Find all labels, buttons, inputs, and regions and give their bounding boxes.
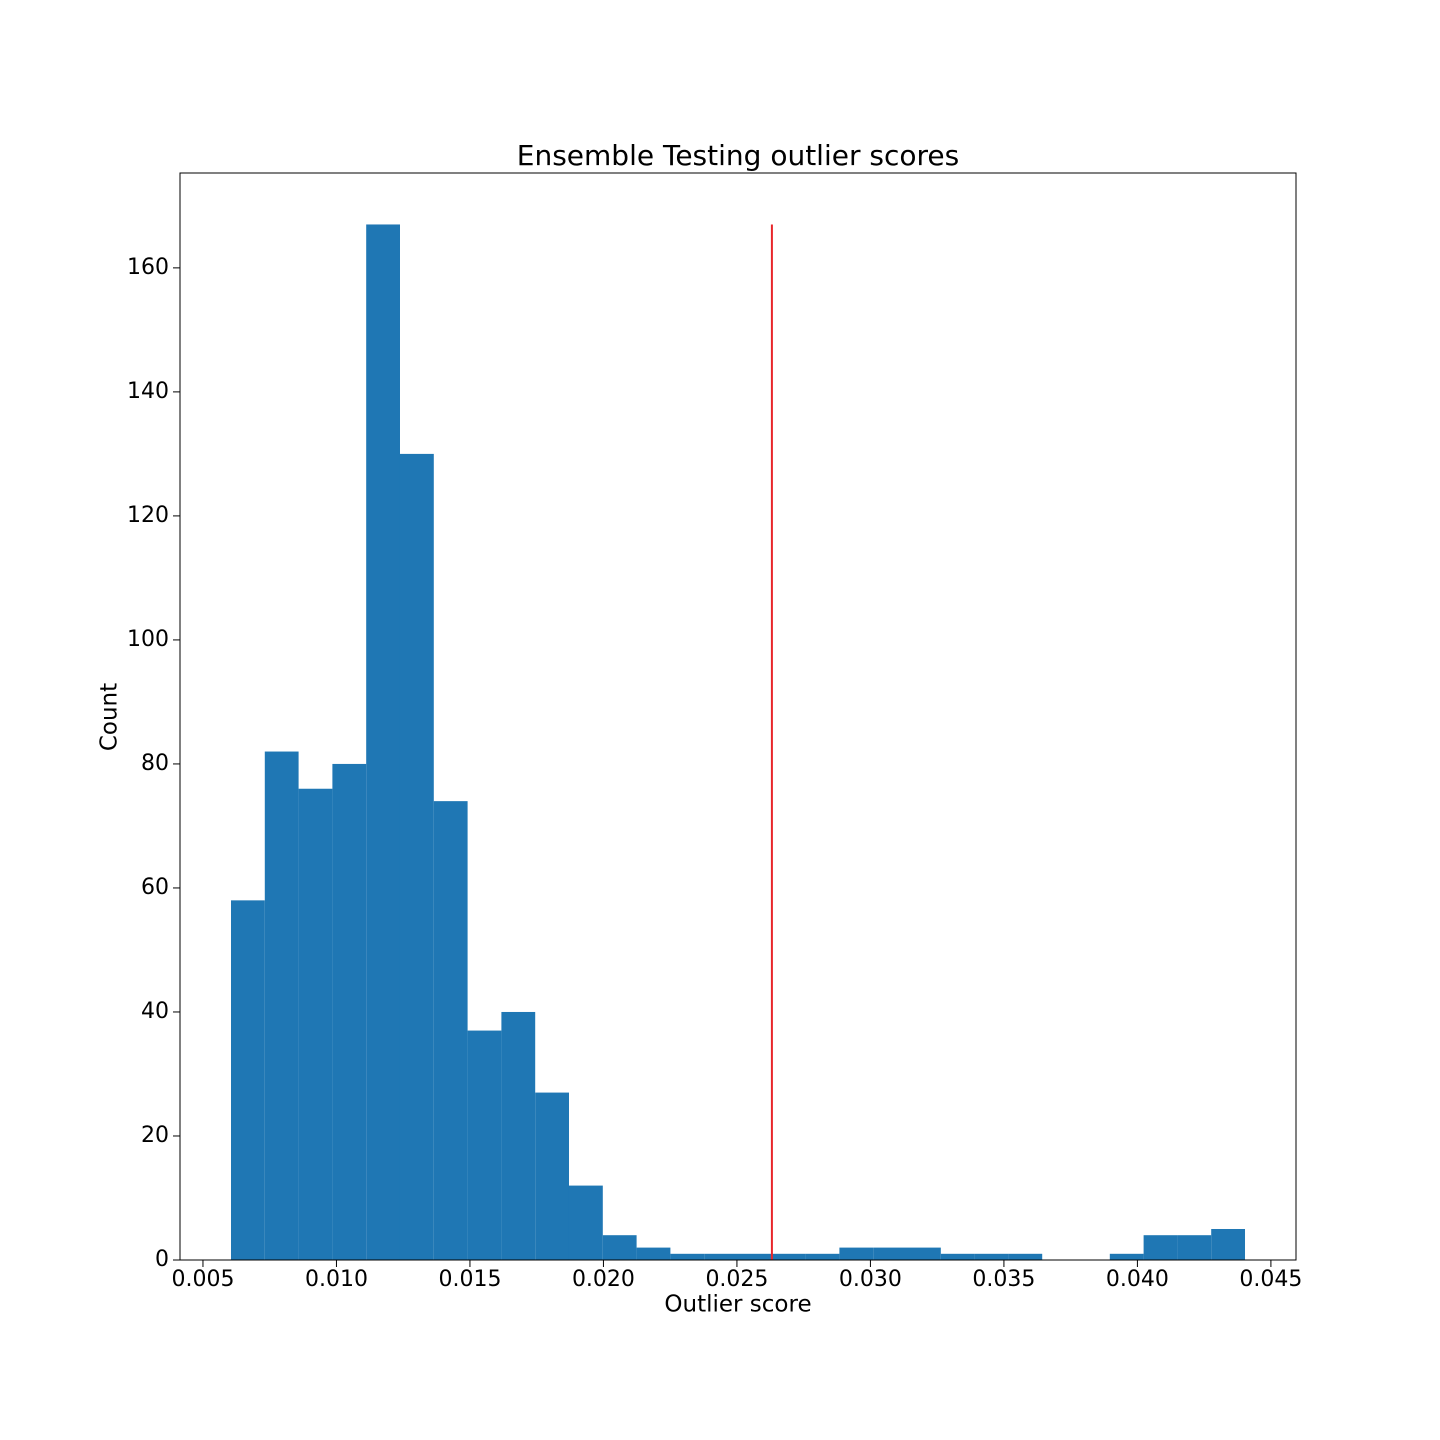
x-tick-label: 0.020 — [572, 1267, 635, 1292]
y-tick-label: 160 — [127, 255, 169, 280]
bar — [670, 1253, 705, 1260]
x-tick-label: 0.040 — [1106, 1267, 1169, 1292]
x-tick-label: 0.010 — [305, 1267, 368, 1292]
x-tick-label: 0.015 — [438, 1267, 501, 1292]
bar — [298, 788, 333, 1260]
bar — [433, 801, 468, 1260]
bar — [332, 763, 367, 1260]
bar — [1211, 1228, 1246, 1260]
bar — [636, 1247, 671, 1260]
bar — [805, 1253, 840, 1260]
bar — [1177, 1235, 1212, 1260]
bar — [602, 1235, 637, 1260]
bar — [366, 224, 400, 1260]
bar — [399, 453, 434, 1260]
x-tick-label: 0.045 — [1239, 1267, 1302, 1292]
bar — [873, 1247, 908, 1260]
x-tick-label: 0.035 — [972, 1267, 1035, 1292]
y-axis-label: Count — [97, 683, 123, 751]
bar — [264, 751, 299, 1260]
chart-title: Ensemble Testing outlier scores — [517, 139, 959, 172]
bar — [974, 1253, 1009, 1260]
plot-frame — [179, 172, 1297, 1261]
bar — [704, 1253, 738, 1260]
bar — [501, 1011, 536, 1260]
bar — [771, 1253, 806, 1260]
bar — [1008, 1253, 1043, 1260]
y-tick-label: 120 — [127, 503, 169, 528]
y-tick-label: 60 — [141, 875, 169, 900]
bar — [1109, 1253, 1144, 1260]
bar — [940, 1253, 975, 1260]
y-tick-label: 20 — [141, 1123, 169, 1148]
x-tick-label: 0.005 — [171, 1267, 234, 1292]
y-tick-label: 0 — [155, 1247, 169, 1272]
x-axis-label: Outlier score — [664, 1292, 811, 1318]
y-tick-label: 40 — [141, 999, 169, 1024]
bar — [1143, 1235, 1178, 1260]
bar — [535, 1092, 569, 1260]
x-tick-label: 0.025 — [705, 1267, 768, 1292]
bar — [230, 900, 265, 1260]
y-tick-label: 140 — [127, 379, 169, 404]
bar — [467, 1030, 502, 1260]
bar — [568, 1185, 603, 1260]
bar — [839, 1247, 874, 1260]
y-tick-label: 80 — [141, 751, 169, 776]
bar — [907, 1247, 941, 1260]
bar — [738, 1253, 772, 1260]
y-tick-label: 100 — [127, 627, 169, 652]
x-tick-label: 0.030 — [839, 1267, 902, 1292]
